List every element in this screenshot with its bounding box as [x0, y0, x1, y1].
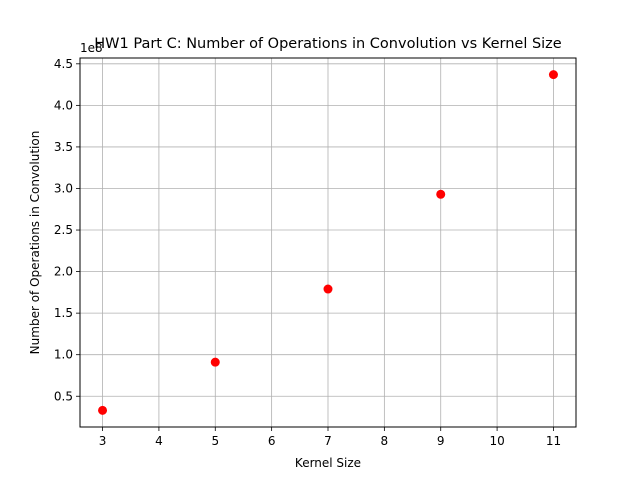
y-axis-label: Number of Operations in Convolution	[28, 131, 42, 355]
y-tick-label: 0.5	[54, 389, 73, 403]
y-tick-label: 3.5	[54, 140, 73, 154]
data-point	[98, 405, 108, 415]
y-offset-label: 1e8	[80, 41, 103, 55]
x-tick-label: 10	[489, 434, 504, 448]
x-axis-label: Kernel Size	[295, 456, 361, 470]
data-point	[323, 284, 333, 294]
y-tick-label: 2.0	[54, 265, 73, 279]
x-tick-label: 3	[99, 434, 107, 448]
x-tick-label: 11	[546, 434, 561, 448]
y-tick-label: 1.5	[54, 306, 73, 320]
data-point	[548, 70, 558, 80]
data-point	[210, 357, 220, 367]
y-tick-label: 4.5	[54, 57, 73, 71]
grid-lines	[80, 58, 576, 427]
y-tick-label: 2.5	[54, 223, 73, 237]
x-tick-label: 7	[324, 434, 332, 448]
x-tick-label: 9	[437, 434, 445, 448]
y-tick-label: 1.0	[54, 348, 73, 362]
data-point	[436, 189, 446, 199]
x-tick-label: 5	[211, 434, 219, 448]
x-tick-label: 6	[268, 434, 276, 448]
data-points	[98, 70, 558, 415]
x-tick-label: 4	[155, 434, 163, 448]
chart-title: HW1 Part C: Number of Operations in Conv…	[94, 36, 562, 52]
y-tick-label: 4.0	[54, 98, 73, 112]
x-tick-label: 8	[381, 434, 389, 448]
y-axis-ticks: 0.5 1.0 1.5 2.0 2.5 3.0 3.5 4.0 4.5	[54, 57, 80, 403]
y-tick-label: 3.0	[54, 181, 73, 195]
x-axis-ticks: 3 4 5 6 7 8 9 10 11	[99, 427, 561, 448]
